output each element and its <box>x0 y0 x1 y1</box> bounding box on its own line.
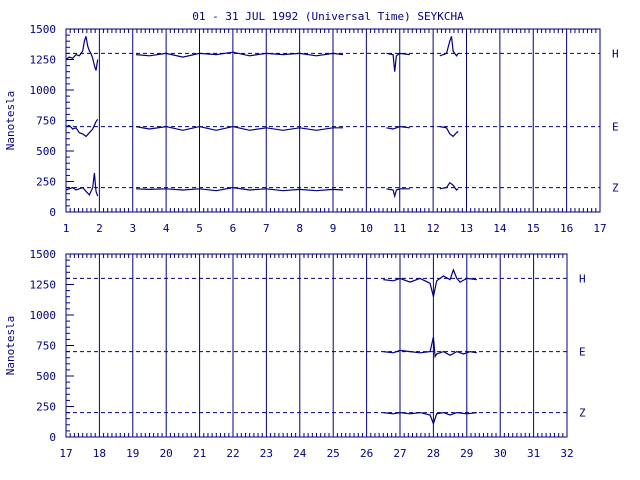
x-tick-label: 24 <box>293 447 307 460</box>
trace-h-segment-1 <box>65 36 99 71</box>
component-label-e: E <box>612 121 619 134</box>
x-tick-label: 28 <box>427 447 440 460</box>
plot-area: 1 2 3 4 5 6 7 8 9 10 11 12 13 14 15 16 17025050075010001… <box>4 23 619 460</box>
component-label-h: H <box>579 272 586 285</box>
x-tick-label: 15 <box>527 222 540 235</box>
x-tick-label: 20 <box>160 447 173 460</box>
y-tick-label: 0 <box>49 206 56 219</box>
trace-z-segment-1 <box>65 172 99 197</box>
y-tick-label: 1500 <box>30 23 57 36</box>
trace-e-segment-2 <box>135 125 343 131</box>
trace-z-segment-1 <box>383 411 477 426</box>
component-label-z: Z <box>612 182 619 195</box>
x-tick-label: 12 <box>427 222 440 235</box>
x-tick-label: 5 <box>196 222 203 235</box>
trace-e-segment-1 <box>65 118 99 138</box>
panel-frame <box>65 253 568 438</box>
x-tick-label: 21 <box>193 447 206 460</box>
trace-e-segment-4 <box>439 126 459 138</box>
x-tick-label: 7 <box>263 222 270 235</box>
y-tick-label: 250 <box>36 401 56 414</box>
component-label-h: H <box>612 47 619 60</box>
y-tick-label: 1000 <box>30 309 57 322</box>
x-tick-label: 26 <box>360 447 373 460</box>
x-tick-label: 9 <box>330 222 337 235</box>
x-tick-label: 2 <box>96 222 103 235</box>
x-tick-label: 31 <box>527 447 540 460</box>
y-tick-label: 1250 <box>30 279 57 292</box>
x-tick-label: 1 <box>63 222 70 235</box>
component-label-z: Z <box>579 407 586 420</box>
x-tick-label: 16 <box>560 222 573 235</box>
y-tick-label: 1000 <box>30 84 57 97</box>
y-tick-label: 750 <box>36 340 56 353</box>
y-tick-label: 500 <box>36 370 56 383</box>
y-tick-label: 250 <box>36 176 56 189</box>
panel-1: 1 2 3 4 5 6 7 8 9 10 11 12 13 14 15 16 17025050075010001… <box>4 23 619 235</box>
y-axis-label: Nanotesla <box>4 316 17 376</box>
trace-h-segment-2 <box>136 51 344 58</box>
x-tick-label: 13 <box>460 222 473 235</box>
x-tick-label: 17 <box>59 447 72 460</box>
y-tick-label: 500 <box>36 145 56 158</box>
trace-h-segment-1 <box>383 268 477 297</box>
x-tick-label: 30 <box>494 447 507 460</box>
x-tick-label: 32 <box>560 447 573 460</box>
x-tick-label: 25 <box>327 447 340 460</box>
x-tick-label: 4 <box>163 222 170 235</box>
trace-e-segment-1 <box>383 336 477 359</box>
y-tick-label: 1250 <box>30 54 57 67</box>
x-tick-label: 11 <box>393 222 406 235</box>
x-tick-label: 19 <box>126 447 139 460</box>
trace-e-segment-3 <box>386 125 410 130</box>
y-tick-label: 0 <box>49 431 56 444</box>
x-tick-label: 8 <box>296 222 303 235</box>
trace-h-segment-3 <box>386 52 410 72</box>
x-tick-label: 27 <box>393 447 406 460</box>
y-tick-label: 1500 <box>30 248 57 261</box>
trace-h-segment-4 <box>439 36 459 57</box>
panel-2: 17 18 19 20 21 22 23 24 25 26 27 28 29 30 31 32 0 250 500 7… <box>4 248 586 460</box>
y-tick-label: 750 <box>36 115 56 128</box>
x-tick-label: 6 <box>230 222 237 235</box>
y-axis-label: Nanotesla <box>4 91 17 151</box>
x-tick-label: 14 <box>493 222 507 235</box>
x-tick-label: 10 <box>360 222 373 235</box>
figure-title: 01 - 31 JUL 1992 (Universal Time) SEYKCH… <box>192 10 464 23</box>
component-label-e: E <box>579 346 586 359</box>
x-tick-label: 23 <box>260 447 273 460</box>
trace-z-segment-2 <box>136 186 344 192</box>
x-tick-label: 29 <box>460 447 473 460</box>
x-tick-label: 18 <box>93 447 106 460</box>
x-tick-label: 3 <box>129 222 136 235</box>
x-tick-label: 17 <box>593 222 606 235</box>
trace-z-segment-4 <box>439 181 459 191</box>
trace-z-segment-3 <box>386 188 410 199</box>
x-tick-label: 22 <box>226 447 239 460</box>
